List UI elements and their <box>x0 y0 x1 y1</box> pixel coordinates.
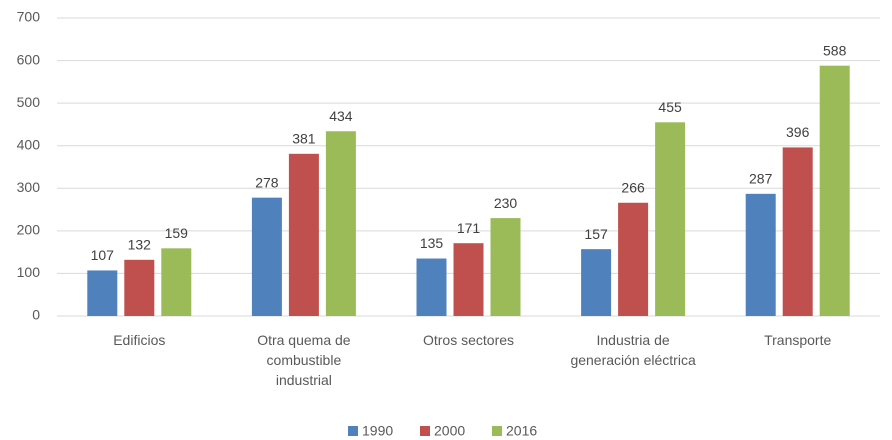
legend-label: 2000 <box>434 423 465 439</box>
x-tick-label: Otra quema de combustible industrial <box>257 332 351 388</box>
legend-swatch <box>492 426 502 436</box>
value-label: 434 <box>329 108 353 124</box>
bar <box>782 147 813 316</box>
bar <box>618 202 649 316</box>
x-tick-label: Edificios <box>113 332 166 348</box>
value-label: 230 <box>494 195 518 211</box>
value-label: 588 <box>823 42 847 58</box>
bar <box>87 270 118 316</box>
legend-swatch <box>420 426 430 436</box>
y-tick-label: 400 <box>17 136 41 152</box>
y-tick-label: 300 <box>17 179 41 195</box>
value-label: 381 <box>292 131 316 147</box>
x-tick-label: Transporte <box>764 332 832 348</box>
y-tick-label: 600 <box>17 51 41 67</box>
bar <box>745 193 776 316</box>
legend-label: 1990 <box>362 423 393 439</box>
value-label: 171 <box>457 220 481 236</box>
legend-swatch <box>348 426 358 436</box>
y-tick-label: 500 <box>17 94 41 110</box>
bar <box>819 65 850 317</box>
y-tick-label: 700 <box>17 9 41 25</box>
value-label: 132 <box>128 237 152 253</box>
value-label: 396 <box>786 124 810 140</box>
bar <box>161 248 192 316</box>
y-tick-label: 0 <box>32 307 40 323</box>
bar <box>453 243 484 316</box>
bar <box>124 259 155 316</box>
bar <box>490 218 521 316</box>
value-label: 278 <box>255 174 279 190</box>
bar <box>251 197 282 316</box>
y-tick-label: 200 <box>17 222 41 238</box>
y-tick-label: 100 <box>17 264 41 280</box>
bar <box>655 122 686 316</box>
bar <box>581 249 612 316</box>
legend-label: 2016 <box>506 423 537 439</box>
x-tick-label: Industria de generación eléctrica <box>570 332 696 368</box>
bar <box>288 153 319 316</box>
x-tick-label: Otros sectores <box>422 332 515 348</box>
bar <box>416 258 447 316</box>
value-label: 157 <box>584 226 608 242</box>
bar <box>325 131 356 316</box>
value-label: 266 <box>621 179 645 195</box>
value-label: 455 <box>658 99 682 115</box>
value-label: 107 <box>91 247 115 263</box>
value-label: 287 <box>749 171 773 187</box>
value-label: 135 <box>420 235 444 251</box>
value-label: 159 <box>165 225 189 241</box>
